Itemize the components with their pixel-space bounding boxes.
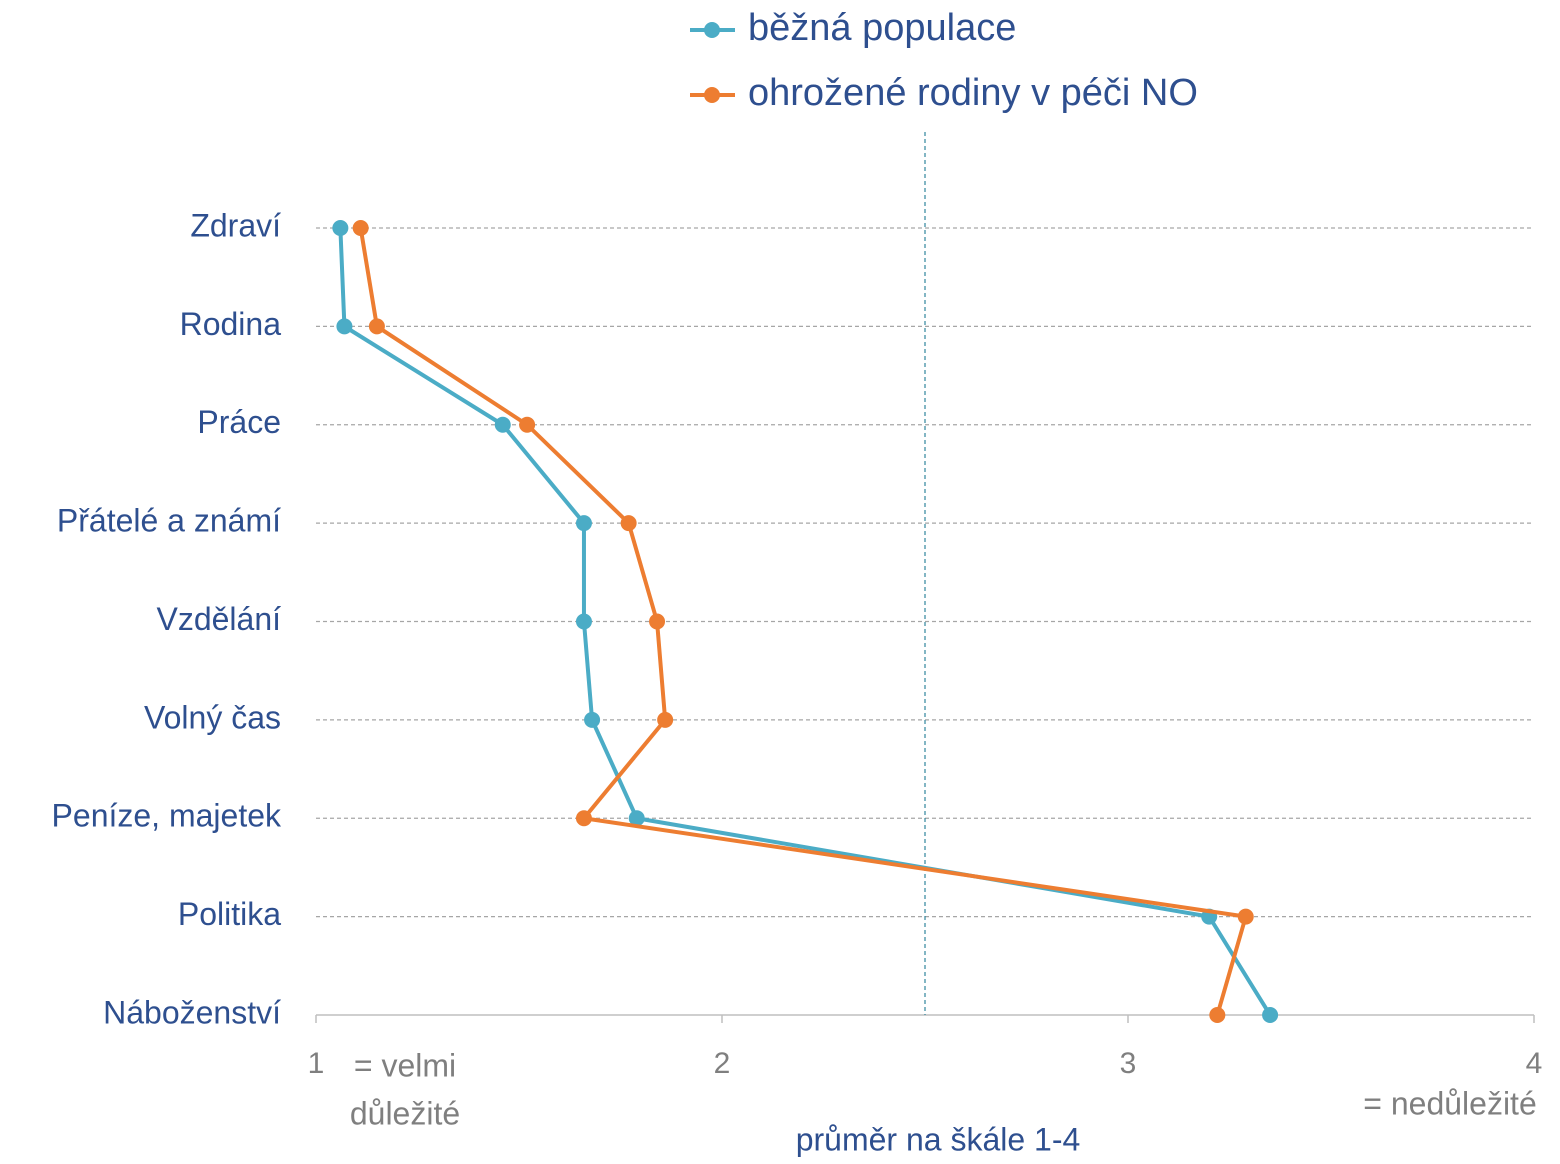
point [519, 416, 536, 433]
point [368, 318, 385, 335]
x-tick-label: 2 [714, 1047, 731, 1080]
legend-marker [704, 87, 720, 103]
category-label: Náboženství [103, 994, 281, 1030]
low-label: = velmi [354, 1047, 456, 1083]
point [336, 318, 353, 335]
point [584, 711, 601, 728]
category-label: Přátelé a známí [57, 503, 281, 539]
point [657, 711, 674, 728]
point [575, 515, 592, 532]
legend-label: běžná populace [748, 7, 1016, 49]
category-label: Zdraví [190, 207, 281, 243]
point [628, 810, 645, 827]
point [575, 613, 592, 630]
low-label: důležité [350, 1095, 460, 1131]
point [332, 220, 349, 236]
x-tick-label: 3 [1120, 1047, 1137, 1080]
category-label: Peníze, majetek [52, 798, 282, 834]
x-axis-title: průměr na škále 1-4 [796, 1121, 1081, 1157]
x-tick-label: 1 [308, 1047, 325, 1080]
legend-label: ohrožené rodiny v péči NO [748, 72, 1198, 114]
point [494, 416, 511, 433]
legend-marker [704, 22, 720, 38]
point [352, 220, 369, 236]
point [1262, 1007, 1279, 1023]
point [575, 810, 592, 827]
point [1237, 908, 1254, 925]
point [649, 613, 666, 630]
point [620, 515, 637, 532]
category-label: Politika [178, 896, 281, 932]
category-label: Rodina [180, 306, 282, 342]
high-label: = nedůležité [1363, 1085, 1536, 1121]
x-tick-label: 4 [1526, 1047, 1543, 1080]
category-label: Volný čas [144, 699, 281, 735]
category-label: Vzdělání [156, 601, 281, 637]
category-label: Práce [197, 404, 281, 440]
point [1209, 1007, 1226, 1023]
